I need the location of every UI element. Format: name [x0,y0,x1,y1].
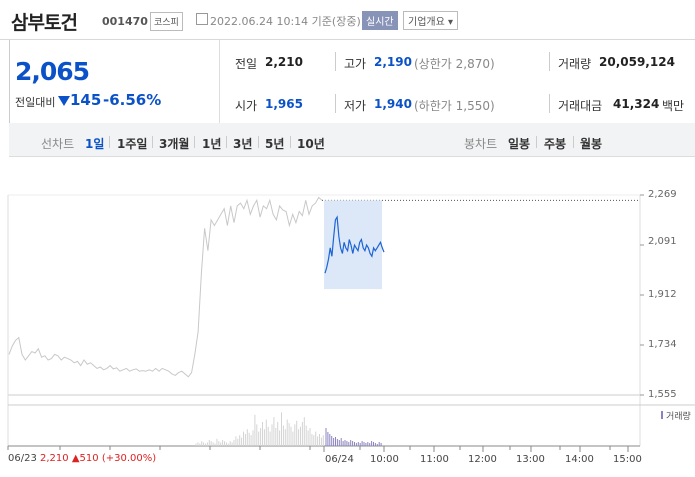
x-tick: 15:00 [613,454,642,465]
prev-day-date: 06/23 [8,453,37,464]
amount-value: 41,324 [613,97,660,111]
prev-day-summary: 06/23 2,210 ▲510 (+30.00%) [8,453,156,464]
tab-1y[interactable]: 1년 [202,137,222,151]
divider [258,136,259,148]
divider [226,136,227,148]
chart-tabbar: 선차트 1일 1주일 3개월 1년 3년 5년 10년 봉차트 일봉 주봉 월봉 [9,123,695,157]
quote-panel: 2,065 전일대비 145 -6.56% 전일 2,210 고가 2,190 … [9,40,695,124]
price-area: 2,065 전일대비 145 -6.56% [10,40,220,123]
y-tick: 2,091 [648,236,677,247]
divider [335,94,336,113]
upper-limit: (상한가 2,870) [414,57,495,71]
volume-value: 20,059,124 [599,55,675,69]
open-label: 시가 [235,99,258,113]
realtime-button[interactable]: 실시간 [362,11,398,30]
tab-10y[interactable]: 10년 [297,137,325,151]
y-tick: 1,734 [648,339,677,350]
company-info-label: 기업개요 [408,17,445,28]
change-percent: -6.56% [103,91,162,109]
tab-1w[interactable]: 1주일 [117,137,148,151]
stock-name: 삼부토건 [11,12,78,34]
divider [152,136,153,148]
volume-legend-label: 거래량 [666,412,691,422]
change-label: 전일대비 [15,96,56,109]
open-value: 1,965 [265,97,303,111]
x-tick: 11:00 [420,454,449,465]
x-tick: 06/24 [325,454,354,465]
x-tick: 14:00 [565,454,594,465]
market-badge: 코스피 [150,12,183,31]
prev-day-change: 510 [79,453,99,464]
divider [109,136,110,148]
today-line [324,215,385,274]
x-tick: 13:00 [516,454,545,465]
candle-chart-label: 봉차트 [464,137,498,151]
tab-3y[interactable]: 3년 [233,137,253,151]
divider [335,52,336,71]
line-chart-label: 선차트 [41,137,75,151]
tab-1d[interactable]: 1일 [85,137,105,151]
divider [573,136,574,148]
current-price: 2,065 [15,57,90,86]
timestamp: 2022.06.24 10:14 기준(장중) [210,15,361,28]
x-tick: 10:00 [370,454,399,465]
volume-legend: 거래량 [661,409,691,422]
divider [549,52,550,71]
down-triangle-icon [58,96,70,106]
change-value: 145 [70,91,102,109]
volume-legend-swatch [661,411,663,419]
prev-day-pct: (+30.00%) [101,453,157,464]
tab-weekly[interactable]: 주봉 [544,137,567,151]
lower-limit: (하한가 1,550) [414,99,495,113]
today-range-shade [324,200,382,290]
x-tick: 12:00 [468,454,497,465]
y-tick: 1,912 [648,289,677,300]
tab-5y[interactable]: 5년 [265,137,285,151]
low-label: 저가 [344,99,367,113]
low-value: 1,940 [374,97,412,111]
high-label: 고가 [344,57,367,71]
divider [536,136,537,148]
up-triangle-icon: ▲ [71,453,80,464]
tab-daily[interactable]: 일봉 [508,137,531,151]
stock-header: 삼부토건 001470 코스피 2022.06.24 10:14 기준(장중) … [0,0,695,40]
prev-close-label: 전일 [235,57,258,71]
stock-code: 001470 [102,15,148,28]
amount-label: 거래대금 [558,99,603,113]
y-tick: 1,555 [648,389,677,400]
prev-close-value: 2,210 [265,55,303,69]
tab-3m[interactable]: 3개월 [159,137,190,151]
divider [549,94,550,113]
chevron-down-icon: ▾ [444,17,454,28]
prev-day-close: 2,210 [40,453,69,464]
amount-unit: 백만 [662,99,685,113]
divider [194,136,195,148]
divider [290,136,291,148]
y-tick: 2,269 [648,189,677,200]
high-value: 2,190 [374,55,412,69]
calendar-icon [196,13,208,25]
tab-monthly[interactable]: 월봉 [580,137,603,151]
prev-day-line [8,196,323,378]
volume-label: 거래량 [558,57,592,71]
company-info-dropdown[interactable]: 기업개요 ▾ [403,11,459,30]
